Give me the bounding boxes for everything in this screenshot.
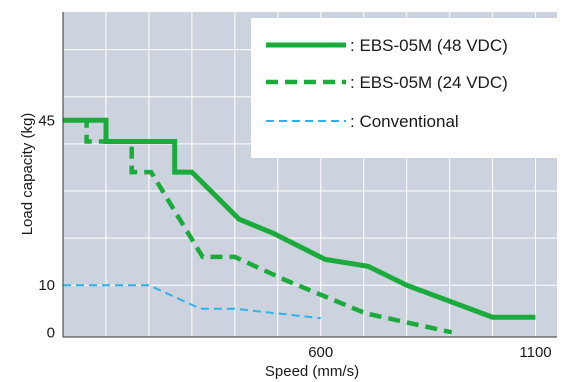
y-tick-labels: 0 10 45 <box>38 112 55 341</box>
y-tick-label: 0 <box>47 324 55 341</box>
x-tick-label: 1100 <box>519 344 551 361</box>
series-layer <box>63 117 536 335</box>
legend-label-3: : Conventional <box>350 112 459 131</box>
legend-box <box>251 18 557 158</box>
legend-items: : EBS-05M (48 VDC) : EBS-05M (24 VDC) : Co… <box>266 36 508 131</box>
legend-label-1: : EBS-05M (48 VDC) <box>350 36 508 55</box>
x-tick-labels: 600 1100 <box>308 344 551 361</box>
legend: : EBS-05M (48 VDC) : EBS-05M (24 VDC) : Co… <box>251 18 557 158</box>
y-axis-label: Load capacity (kg) <box>19 113 36 236</box>
series-line-3 <box>63 284 321 320</box>
legend-label-2: : EBS-05M (24 VDC) <box>350 73 508 92</box>
x-tick-label: 600 <box>308 344 333 361</box>
x-axis-label: Speed (mm/s) <box>265 363 359 380</box>
series-line-2 <box>63 118 453 335</box>
y-tick-label: 45 <box>38 112 55 129</box>
y-tick-label: 10 <box>38 277 55 294</box>
